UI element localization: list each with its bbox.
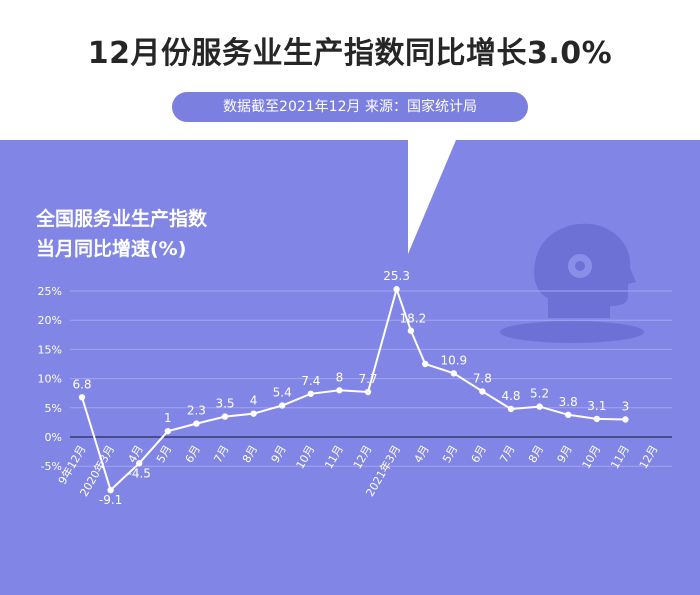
data-point xyxy=(593,415,600,423)
x-tick-label: 9月 xyxy=(555,443,575,465)
data-label: 2.3 xyxy=(187,404,206,418)
data-label: 18.2 xyxy=(400,312,427,326)
x-tick-label: 5月 xyxy=(154,443,174,465)
data-point xyxy=(221,413,229,420)
x-tick-label: 10月 xyxy=(294,443,318,471)
data-label: 8 xyxy=(336,370,344,384)
data-label: 3.8 xyxy=(559,395,578,409)
chart-title-line-2: 当月同比增速(%) xyxy=(36,238,187,260)
data-label: 1 xyxy=(164,411,172,425)
y-tick-label: 25% xyxy=(38,285,62,298)
data-point xyxy=(450,370,457,377)
x-tick-label: 11月 xyxy=(322,443,346,471)
data-label: 25.3 xyxy=(383,269,410,283)
source-badge: 数据截至2021年12月 来源：国家统计局 xyxy=(172,92,528,122)
y-tick-label: 10% xyxy=(38,373,62,386)
data-point xyxy=(279,402,286,409)
data-point xyxy=(364,388,372,396)
data-label: 3.1 xyxy=(587,399,606,413)
x-tick-label: 9月 xyxy=(269,443,289,465)
data-point xyxy=(164,427,171,435)
x-tick-label: 6月 xyxy=(469,443,489,465)
page-title: 12月份服务业生产指数同比增长3.0% xyxy=(87,36,613,71)
data-point xyxy=(78,394,86,401)
data-label: 6.8 xyxy=(72,377,91,391)
y-tick-label: 15% xyxy=(38,343,62,356)
data-point xyxy=(136,460,143,467)
y-tick-label: 20% xyxy=(38,314,62,327)
x-tick-label: 4月 xyxy=(126,443,146,465)
x-tick-label: 7月 xyxy=(497,443,517,465)
x-tick-label: 12月 xyxy=(351,443,375,471)
x-tick-label: 5月 xyxy=(440,443,460,465)
data-point xyxy=(565,411,572,419)
data-point xyxy=(393,286,400,293)
data-point xyxy=(336,387,343,394)
data-label: 3.5 xyxy=(215,397,234,411)
x-tick-label: 7月 xyxy=(211,443,231,465)
data-point xyxy=(250,410,257,417)
data-label: 10.9 xyxy=(440,353,467,367)
data-label: -4.5 xyxy=(127,466,150,480)
data-label: 3 xyxy=(622,399,630,413)
x-tick-label: 8月 xyxy=(240,443,260,465)
y-tick-label: 5% xyxy=(45,402,62,415)
data-label: 5.2 xyxy=(530,387,549,401)
data-label: 7.4 xyxy=(301,374,320,388)
gear-hole xyxy=(575,261,585,271)
x-tick-label: 6月 xyxy=(183,443,203,465)
data-point xyxy=(307,390,314,397)
data-label: 7.8 xyxy=(473,371,492,385)
speech-bubble-panel xyxy=(0,140,700,595)
data-label: -9.1 xyxy=(99,493,122,507)
data-label: 4 xyxy=(250,394,258,408)
x-tick-label: 12月 xyxy=(637,443,661,471)
x-tick-label: 4月 xyxy=(412,443,432,465)
x-tick-label: 8月 xyxy=(526,443,546,465)
data-point xyxy=(507,405,515,413)
data-point xyxy=(407,327,415,334)
data-label: 7.7 xyxy=(358,372,377,386)
data-point xyxy=(193,420,200,427)
data-label: 5.4 xyxy=(273,385,292,399)
y-tick-label: 0% xyxy=(45,431,62,444)
data-point xyxy=(107,486,114,494)
x-tick-label: 11月 xyxy=(608,443,632,471)
icon-shadow xyxy=(500,321,644,343)
y-tick-label: -5% xyxy=(41,460,62,473)
data-point xyxy=(422,360,429,368)
data-point xyxy=(479,388,486,395)
data-point xyxy=(622,416,629,423)
head-gear-icon xyxy=(500,223,644,343)
chart-title-line-1: 全国服务业生产指数 xyxy=(36,208,208,230)
x-tick-label: 10月 xyxy=(580,443,604,471)
data-label: 4.8 xyxy=(501,389,520,403)
data-point xyxy=(536,403,543,410)
